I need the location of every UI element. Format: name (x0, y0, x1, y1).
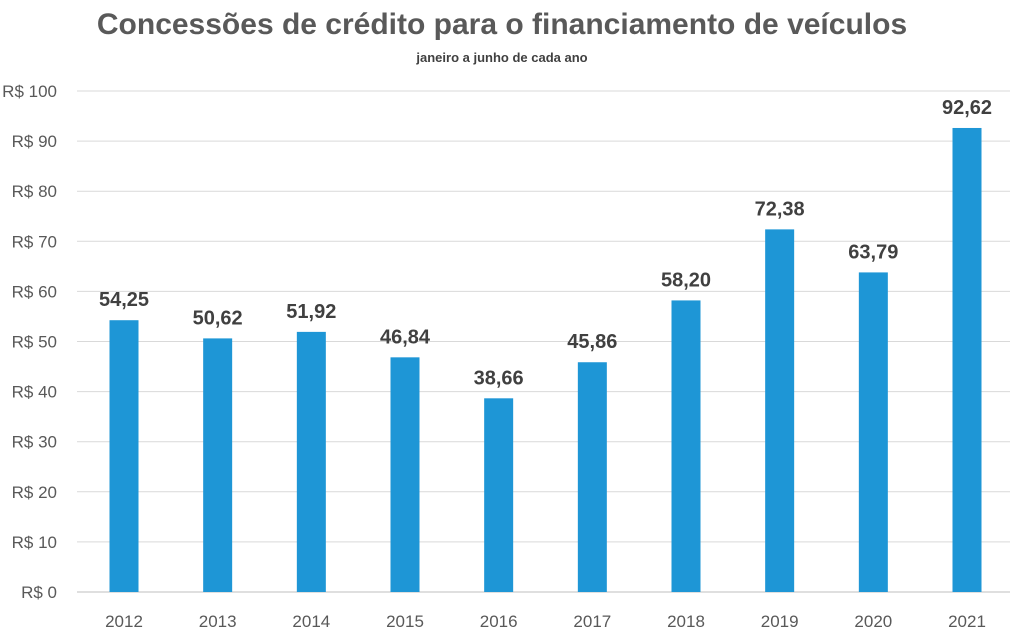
x-tick-label: 2014 (292, 612, 330, 631)
data-label: 58,20 (661, 269, 711, 291)
data-label: 38,66 (474, 367, 524, 389)
data-label: 51,92 (286, 301, 336, 323)
data-label: 72,38 (755, 198, 805, 220)
y-tick-label: R$ 0 (21, 583, 57, 602)
chart-title: Concessões de crédito para o financiamen… (96, 8, 908, 41)
y-tick-label: R$ 70 (12, 232, 57, 251)
bar (671, 300, 701, 592)
bar (484, 398, 514, 592)
x-tick-label: 2019 (761, 612, 799, 631)
bar (577, 362, 607, 592)
x-tick-label: 2016 (480, 612, 518, 631)
y-tick-label: R$ 100 (2, 82, 57, 101)
bar (109, 320, 139, 592)
y-tick-label: R$ 40 (12, 383, 57, 402)
x-tick-label: 2017 (573, 612, 611, 631)
x-tick-label: 2020 (854, 612, 892, 631)
bar (765, 229, 795, 592)
x-tick-label: 2015 (386, 612, 424, 631)
y-tick-label: R$ 30 (12, 433, 57, 452)
data-label: 45,86 (567, 331, 617, 353)
bar (390, 357, 420, 592)
y-tick-label: R$ 50 (12, 333, 57, 352)
data-label: 50,62 (193, 307, 243, 329)
y-tick-label: R$ 90 (12, 132, 57, 151)
data-label: 54,25 (99, 289, 149, 311)
bar (858, 272, 888, 592)
chart-subtitle: janeiro a junho de cada ano (416, 50, 588, 65)
bar (203, 338, 233, 592)
x-tick-label: 2018 (667, 612, 705, 631)
x-tick-label: 2012 (105, 612, 143, 631)
y-tick-label: R$ 60 (12, 282, 57, 301)
x-tick-label: 2013 (199, 612, 237, 631)
bar (296, 331, 326, 592)
data-label: 46,84 (380, 326, 431, 348)
y-tick-label: R$ 20 (12, 483, 57, 502)
y-tick-label: R$ 80 (12, 182, 57, 201)
bar (952, 127, 982, 592)
data-label: 92,62 (942, 97, 992, 119)
x-tick-label: 2021 (948, 612, 986, 631)
y-tick-label: R$ 10 (12, 533, 57, 552)
data-label: 63,79 (848, 241, 898, 263)
